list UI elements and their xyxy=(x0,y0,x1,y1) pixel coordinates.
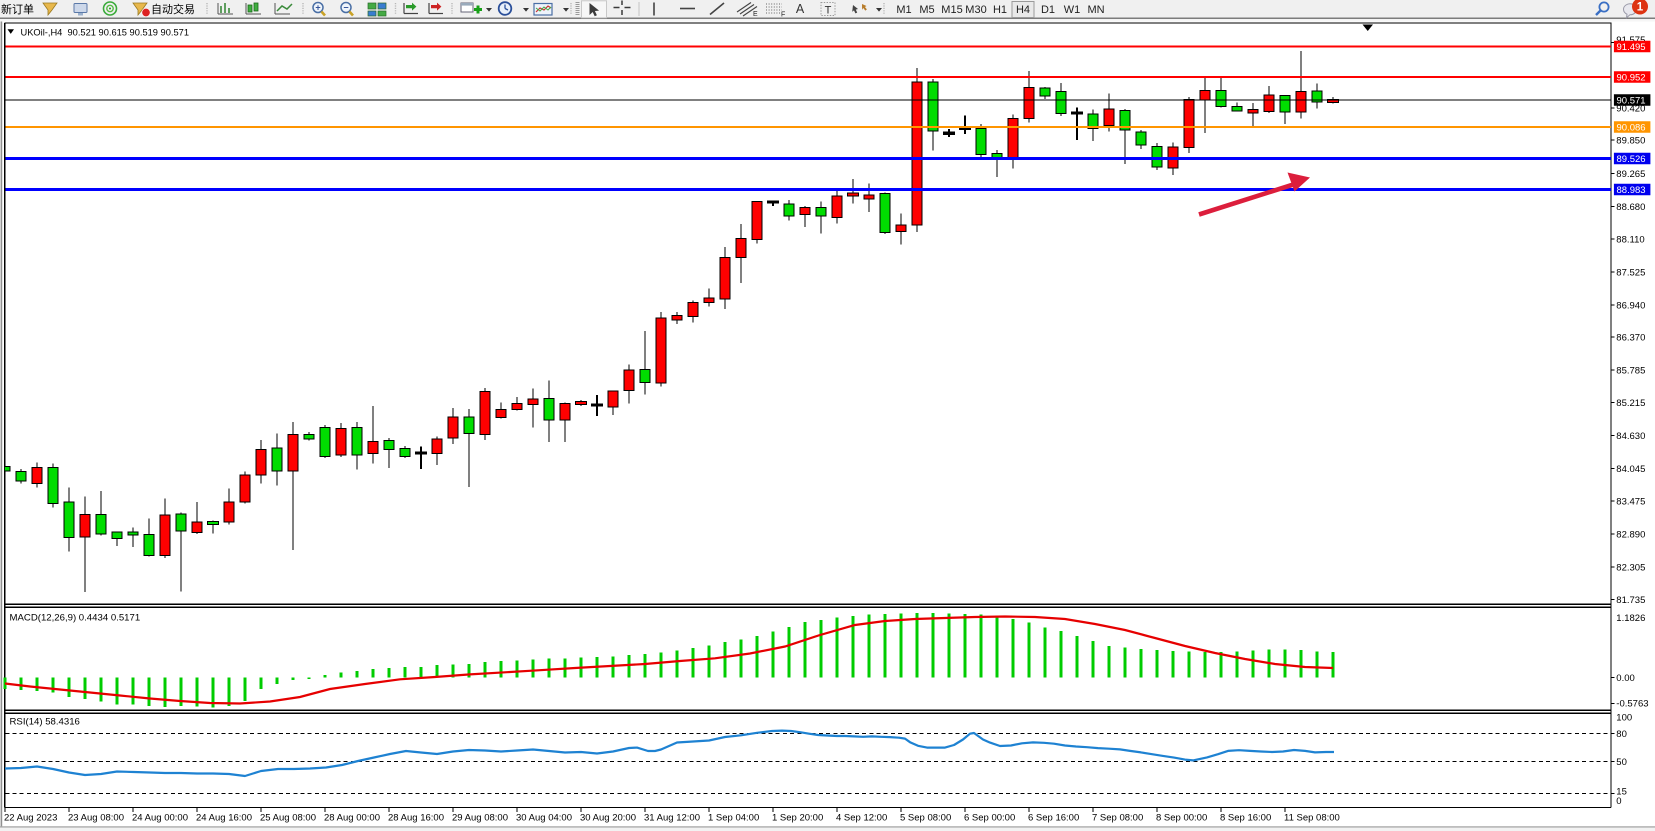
svg-text:1.1826: 1.1826 xyxy=(1616,613,1645,624)
svg-text:4 Sep 12:00: 4 Sep 12:00 xyxy=(836,813,887,824)
svg-text:22 Aug 2023: 22 Aug 2023 xyxy=(4,813,57,824)
svg-text:6 Sep 16:00: 6 Sep 16:00 xyxy=(1028,813,1079,824)
svg-text:24 Aug 00:00: 24 Aug 00:00 xyxy=(132,813,188,824)
svg-text:M5: M5 xyxy=(919,4,934,16)
svg-text:90.952: 90.952 xyxy=(1617,72,1646,83)
svg-text:91.495: 91.495 xyxy=(1617,42,1646,53)
svg-text:+: + xyxy=(315,3,320,13)
svg-text:30 Aug 04:00: 30 Aug 04:00 xyxy=(516,813,572,824)
svg-text:1 Sep 04:00: 1 Sep 04:00 xyxy=(708,813,759,824)
svg-text:8 Sep 00:00: 8 Sep 00:00 xyxy=(1156,813,1207,824)
svg-text:91.575: 91.575 xyxy=(1616,35,1645,46)
svg-text:89.265: 89.265 xyxy=(1616,169,1645,180)
svg-text:0: 0 xyxy=(1616,796,1621,807)
svg-text:H1: H1 xyxy=(993,4,1007,16)
svg-text:D1: D1 xyxy=(1041,4,1055,16)
svg-text:30 Aug 20:00: 30 Aug 20:00 xyxy=(580,813,636,824)
svg-text:5 Sep 08:00: 5 Sep 08:00 xyxy=(900,813,951,824)
svg-text:MACD(12,26,9) 0.4434 0.5171: MACD(12,26,9) 0.4434 0.5171 xyxy=(10,613,141,624)
svg-text:M15: M15 xyxy=(941,4,962,16)
svg-text:7 Sep 08:00: 7 Sep 08:00 xyxy=(1092,813,1143,824)
svg-text:M1: M1 xyxy=(896,4,911,16)
svg-text:25 Aug 08:00: 25 Aug 08:00 xyxy=(260,813,316,824)
svg-text:H4: H4 xyxy=(1016,4,1030,16)
svg-text:E: E xyxy=(753,11,758,18)
svg-text:23 Aug 08:00: 23 Aug 08:00 xyxy=(68,813,124,824)
svg-text:90.571: 90.571 xyxy=(1617,95,1646,106)
svg-text:6 Sep 00:00: 6 Sep 00:00 xyxy=(964,813,1015,824)
svg-text:83.475: 83.475 xyxy=(1616,496,1645,507)
svg-text:82.890: 82.890 xyxy=(1616,529,1645,540)
svg-text:84.045: 84.045 xyxy=(1616,464,1645,475)
svg-text:90.420: 90.420 xyxy=(1616,103,1645,114)
svg-text:15: 15 xyxy=(1616,786,1627,797)
svg-text:29 Aug 08:00: 29 Aug 08:00 xyxy=(452,813,508,824)
svg-text:89.526: 89.526 xyxy=(1617,154,1646,165)
svg-text:24 Aug 16:00: 24 Aug 16:00 xyxy=(196,813,252,824)
svg-text:82.305: 82.305 xyxy=(1616,562,1645,573)
svg-text:85.785: 85.785 xyxy=(1616,365,1645,376)
svg-text:88.110: 88.110 xyxy=(1616,234,1644,245)
svg-text:−: − xyxy=(343,3,348,13)
svg-text:W1: W1 xyxy=(1064,4,1081,16)
svg-text:UKOil-,H4 90.521 90.615 90.51: UKOil-,H4 90.521 90.615 90.519 90.571 xyxy=(21,28,190,38)
svg-text:-0.5763: -0.5763 xyxy=(1616,698,1648,709)
svg-text:50: 50 xyxy=(1616,757,1627,768)
svg-text:28 Aug 16:00: 28 Aug 16:00 xyxy=(388,813,444,824)
svg-text:87.525: 87.525 xyxy=(1616,267,1645,278)
svg-text:1 Sep 20:00: 1 Sep 20:00 xyxy=(772,813,823,824)
svg-text:自动交易: 自动交易 xyxy=(151,2,195,16)
svg-text:88.983: 88.983 xyxy=(1617,185,1646,196)
svg-text:0.00: 0.00 xyxy=(1616,673,1635,684)
svg-text:85.215: 85.215 xyxy=(1616,398,1645,409)
svg-text:新订单: 新订单 xyxy=(1,2,34,16)
svg-text:81.735: 81.735 xyxy=(1616,595,1645,606)
svg-text:MN: MN xyxy=(1087,4,1104,16)
svg-text:M30: M30 xyxy=(965,4,986,16)
svg-text:11 Sep 08:00: 11 Sep 08:00 xyxy=(1284,813,1340,824)
svg-text:8 Sep 16:00: 8 Sep 16:00 xyxy=(1220,813,1271,824)
svg-text:1: 1 xyxy=(1637,2,1644,14)
svg-text:F: F xyxy=(781,12,785,19)
svg-text:RSI(14) 58.4316: RSI(14) 58.4316 xyxy=(10,717,80,728)
svg-text:A: A xyxy=(796,2,805,16)
svg-text:89.850: 89.850 xyxy=(1616,135,1645,146)
svg-text:80: 80 xyxy=(1616,729,1627,740)
svg-text:T: T xyxy=(825,5,832,17)
svg-text:100: 100 xyxy=(1616,712,1632,723)
svg-text:31 Aug 12:00: 31 Aug 12:00 xyxy=(644,813,700,824)
svg-text:86.940: 86.940 xyxy=(1616,300,1645,311)
svg-text:90.086: 90.086 xyxy=(1617,122,1646,133)
svg-text:84.630: 84.630 xyxy=(1616,431,1645,442)
svg-text:86.370: 86.370 xyxy=(1616,332,1645,343)
svg-text:88.680: 88.680 xyxy=(1616,202,1645,213)
svg-text:28 Aug 00:00: 28 Aug 00:00 xyxy=(324,813,380,824)
